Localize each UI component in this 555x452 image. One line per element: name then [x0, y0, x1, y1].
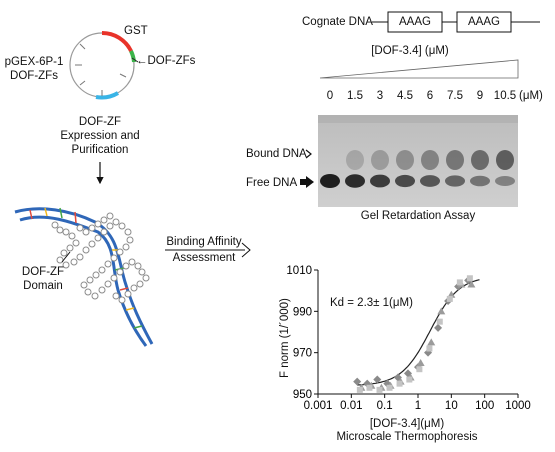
y-tick-label: 1010 [286, 265, 312, 277]
plasmid-diagram [69, 30, 139, 100]
lane-label: 9 [476, 90, 484, 102]
data-point [406, 376, 413, 383]
data-point [466, 275, 473, 282]
data-point [427, 338, 436, 346]
protein-dna-illustration [14, 207, 154, 347]
bound-dna-band [396, 150, 414, 170]
free-dna-band [345, 174, 365, 188]
cognate-dna-diagram [372, 11, 540, 33]
free-dna-band [445, 175, 465, 187]
plasmid-name-line2: DOF-ZFs [10, 70, 58, 82]
data-point [396, 380, 403, 387]
free-dna-band [470, 175, 490, 187]
data-point [386, 384, 393, 391]
free-dna-band [495, 176, 515, 186]
plasmid-name-line1: pGEX-6P-1 [4, 56, 64, 68]
free-dna-band [320, 174, 340, 188]
lane-label: 1.5 [347, 90, 363, 102]
gel-bands [320, 150, 515, 188]
bound-dna-band [346, 150, 364, 170]
y-tick-label: 950 [293, 389, 312, 401]
data-point [356, 386, 363, 393]
data-point [467, 280, 476, 288]
data-point [437, 307, 446, 315]
lane-label: 3 [376, 90, 384, 102]
data-point [436, 318, 443, 325]
lane-unit: (μM) [519, 90, 543, 102]
lane-label: 6 [426, 90, 434, 102]
bound-dna-band [496, 150, 514, 170]
y-tick-label: 990 [293, 306, 312, 318]
data-point [366, 384, 373, 391]
expression-line2: Expression and [60, 130, 140, 142]
bound-dna-band [471, 150, 489, 170]
lane-label: 7.5 [447, 90, 463, 102]
x-tick-label: 0.001 [304, 400, 333, 412]
data-point [446, 295, 453, 302]
bound-dna-label: Bound DNA [246, 148, 307, 160]
insert-label: ←DOF-ZFs [136, 55, 196, 67]
mst-chart: 0.001 0.01 0.1 1 10 100 1000 950 970 990 1010 [286, 265, 530, 412]
data-point [373, 375, 382, 384]
free-dna-band [370, 174, 390, 188]
concentration-wedge [319, 59, 519, 79]
x-tick-label: 0.01 [340, 400, 362, 412]
lane-label: 10.5 [493, 90, 517, 102]
x-tick-label: 10 [445, 400, 458, 412]
mst-ylabel: F norm (1/´000) [279, 298, 291, 378]
cognate-box-1: AAAG [399, 16, 431, 28]
data-point [376, 386, 383, 393]
conc-label: [DOF-3.4] (μM) [371, 45, 449, 57]
gel-caption: Gel Retardation Assay [360, 210, 476, 222]
x-tick-label: 0.1 [377, 400, 393, 412]
x-tick-label: 1000 [505, 400, 531, 412]
bound-dna-band [446, 150, 464, 170]
data-point [416, 366, 423, 373]
data-point [416, 359, 425, 366]
free-dna-arrow [300, 176, 314, 188]
cognate-box-2: AAAG [468, 16, 500, 28]
lane-label: 4.5 [397, 90, 413, 102]
kd-label: Kd = 2.3± 1(μM) [330, 297, 413, 309]
x-tick-label: 100 [475, 400, 494, 412]
data-point [353, 377, 362, 386]
y-tick-label: 970 [293, 348, 312, 360]
data-point [434, 323, 443, 332]
bound-dna-band [371, 150, 389, 170]
free-dna-band [395, 174, 415, 188]
domain-line1: DOF-ZF [21, 266, 65, 278]
free-dna-band [420, 175, 440, 187]
expression-line1: DOF-ZF [78, 116, 122, 128]
x-tick-label: 1 [415, 400, 421, 412]
mst-axes [317, 270, 518, 395]
expression-line3: Purification [71, 144, 129, 156]
bound-dna-arrow [305, 149, 312, 159]
gst-label: GST [124, 25, 148, 37]
binding-arrow-head [241, 242, 251, 258]
cognate-label: Cognate DNA [302, 16, 373, 28]
lane-label: 0 [326, 90, 334, 102]
data-point [426, 345, 433, 352]
binding-line2: Assessment [172, 252, 236, 264]
domain-line2: Domain [23, 280, 63, 292]
mst-xlabel: [DOF-3.4](μM) [369, 418, 445, 430]
bound-dna-band [421, 150, 439, 170]
data-point [456, 279, 463, 286]
mst-caption: Microscale Thermophoresis [336, 431, 478, 443]
free-dna-label: Free DNA [246, 177, 298, 189]
binding-line1: Binding Affinity [166, 236, 242, 248]
